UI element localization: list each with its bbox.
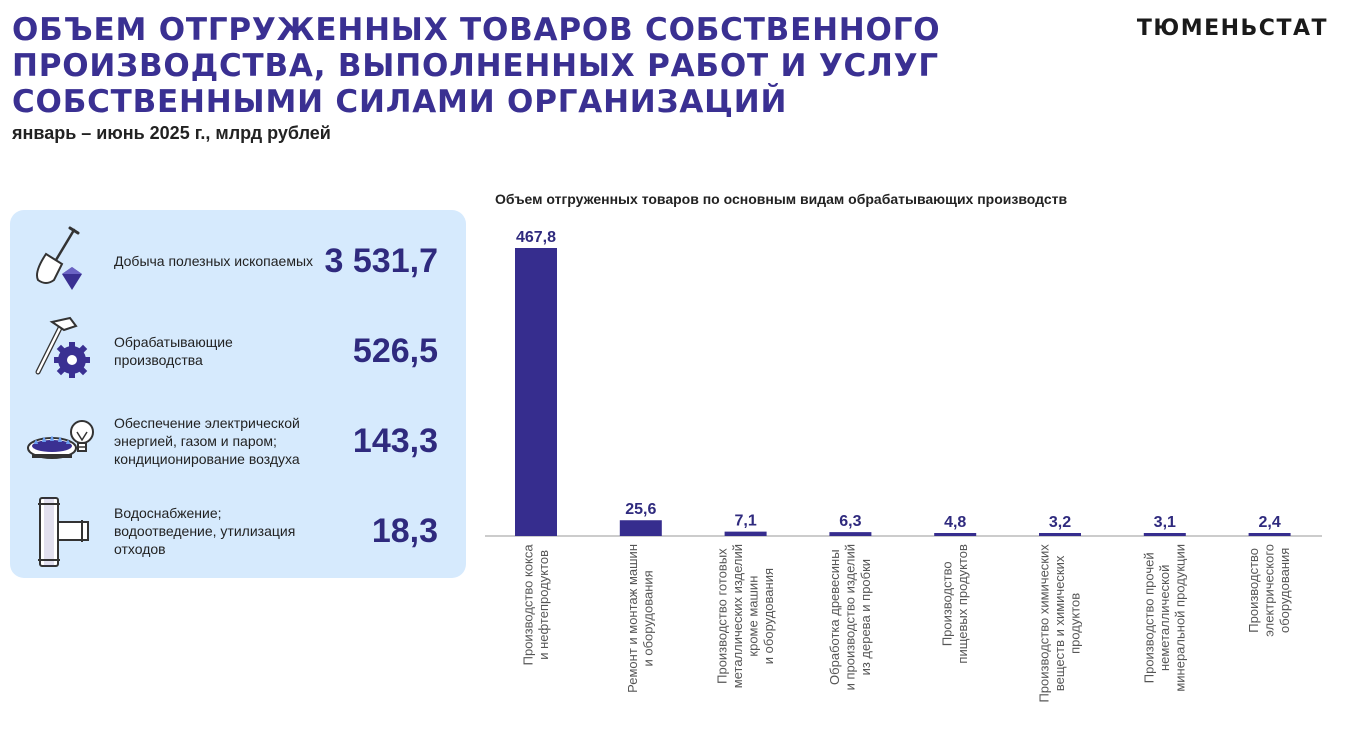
bar xyxy=(724,531,767,536)
bar xyxy=(515,248,557,536)
bar xyxy=(829,532,872,536)
data-label: 3,2 xyxy=(1049,514,1071,531)
category-label: Производствопищевых продуктов xyxy=(939,544,970,664)
page-title: ОБЪЕМ ОТГРУЖЕННЫХ ТОВАРОВ СОБСТВЕННОГО П… xyxy=(12,12,972,120)
bar xyxy=(619,520,662,536)
hammer-gear-icon xyxy=(35,316,90,378)
data-label: 2,4 xyxy=(1258,514,1280,531)
category-label: Ремонт и монтаж машини оборудования xyxy=(625,544,656,693)
data-label: 4,8 xyxy=(944,514,966,531)
title-line: ОБЪЕМ ОТГРУЖЕННЫХ ТОВАРОВ СОБСТВЕННОГО xyxy=(12,12,941,48)
summary-row-energy: Обеспечение электрической энергией, газо… xyxy=(10,396,466,486)
data-label: 6,3 xyxy=(839,513,861,530)
title-line: СОБСТВЕННЫМИ СИЛАМИ ОРГАНИЗАЦИЙ xyxy=(12,84,788,120)
summary-label: Обрабатывающие производства xyxy=(114,334,233,368)
bar-chart: 467,8 Производство коксаи нефтепродуктов 2… xyxy=(485,229,1322,703)
summary-row-water: Водоснабжение; водоотведение, утилизация… xyxy=(10,486,466,576)
bar xyxy=(1248,533,1291,536)
summary-row-manufacturing: Обрабатывающие производства 526,5 xyxy=(10,306,466,396)
data-label: 3,1 xyxy=(1154,514,1176,531)
page-subtitle: январь – июнь 2025 г., млрд рублей xyxy=(12,123,331,143)
shovel-diamond-icon xyxy=(36,226,82,290)
category-label: Обработка древесиныи производство издели… xyxy=(827,544,873,690)
chart-title: Объем отгруженных товаров по основным ви… xyxy=(495,191,1068,207)
category-label: Производствоэлектрическогооборудования xyxy=(1246,544,1292,637)
gas-burner-bulb-icon xyxy=(27,420,94,459)
category-label: Производство химическихвеществ и химичес… xyxy=(1037,544,1083,703)
bar xyxy=(934,533,977,536)
summary-value: 143,3 xyxy=(352,421,438,460)
summary-value: 3 531,7 xyxy=(324,241,438,280)
brand-logo-text: ТЮМЕНЬСТАТ xyxy=(1136,16,1328,41)
data-label: 25,6 xyxy=(625,501,656,518)
data-label: 467,8 xyxy=(516,229,556,246)
category-label: Производство коксаи нефтепродуктов xyxy=(520,544,551,666)
category-label: Производство прочейнеметаллическойминера… xyxy=(1141,544,1187,692)
summary-panel: Добыча полезных ископаемых 3 531,7 Обраб… xyxy=(10,210,466,578)
bar xyxy=(1143,533,1186,536)
pipe-tee-icon xyxy=(38,497,89,567)
summary-label: Водоснабжение; водоотведение, утилизация… xyxy=(114,505,296,557)
summary-label: Обеспечение электрической энергией, газо… xyxy=(114,415,300,467)
title-line: ПРОИЗВОДСТВА, ВЫПОЛНЕННЫХ РАБОТ И УСЛУГ xyxy=(12,48,939,84)
data-label: 7,1 xyxy=(734,513,756,530)
summary-value: 18,3 xyxy=(371,511,438,550)
category-label: Производство готовыхметаллических издели… xyxy=(714,544,776,688)
summary-row-mining: Добыча полезных ископаемых 3 531,7 xyxy=(10,216,466,306)
summary-value: 526,5 xyxy=(352,331,438,370)
bar xyxy=(1039,533,1081,536)
summary-label: Добыча полезных ископаемых xyxy=(114,253,314,269)
